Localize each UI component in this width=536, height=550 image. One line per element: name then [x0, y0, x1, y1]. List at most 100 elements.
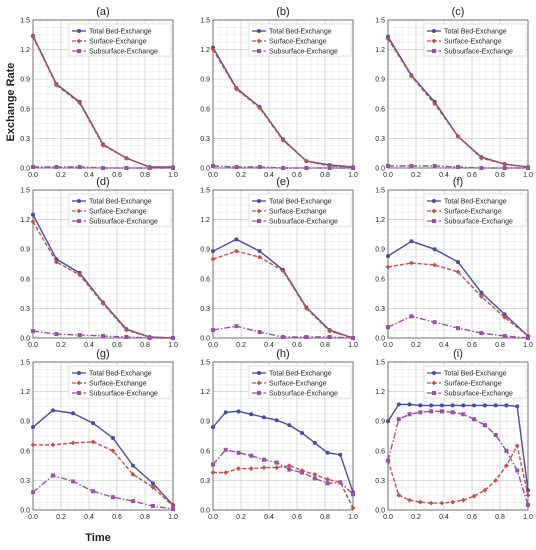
x-tick-label: 0.2: [411, 514, 421, 521]
data-point: [493, 433, 498, 438]
data-point: [408, 260, 414, 266]
data-point: [249, 412, 254, 417]
data-point: [90, 439, 96, 445]
x-tick-label: 0.2: [411, 342, 421, 349]
y-tick-label: 1.5: [200, 188, 210, 195]
data-point: [338, 480, 343, 485]
y-tick-label: 1.5: [200, 18, 210, 25]
data-point: [300, 431, 305, 436]
data-point: [408, 73, 414, 79]
chart-panel: (f) 0.0 0.2 0.4 0.6 0.8 1.0 0.0 0.3 0.6 0.9 1.2 1.5 T…: [375, 176, 533, 349]
data-point: [303, 158, 309, 164]
data-point: [432, 247, 437, 252]
chart-panel: (g) 0.0 0.2 0.4 0.6 0.8 1.0 0.0 0.3 0.6 0.9 1.2 1.5 T…: [20, 348, 178, 521]
legend-label: Subsurface-Exchange: [89, 391, 158, 398]
data-point: [71, 479, 76, 484]
x-tick-label: 0.4: [264, 514, 274, 521]
plot-frame: [32, 361, 174, 511]
data-point: [236, 450, 241, 455]
data-point: [493, 478, 499, 483]
x-tick-label: 0.6: [292, 172, 302, 179]
y-tick-label: 1.5: [375, 360, 385, 367]
data-point: [429, 403, 434, 408]
data-point: [30, 219, 36, 224]
data-point: [77, 100, 83, 106]
data-point: [101, 334, 105, 339]
data-point: [502, 314, 508, 320]
data-point: [502, 312, 507, 317]
plot-frame: [387, 189, 529, 339]
legend-label: Total Bed-Exchange: [89, 199, 152, 206]
legend-label: Surface-Exchange: [269, 209, 327, 216]
legend-label: Subsurface-Exchange: [269, 391, 338, 398]
data-point: [130, 499, 135, 504]
data-point: [455, 134, 461, 139]
data-point: [130, 472, 136, 477]
x-tick-label: 1.0: [348, 172, 358, 179]
data-point: [91, 489, 96, 494]
y-tick-label: 0.0: [20, 508, 30, 515]
data-point: [456, 326, 460, 331]
data-point: [514, 443, 520, 449]
x-tick-label: 0.4: [439, 342, 449, 349]
data-point: [502, 334, 507, 339]
data-point: [261, 457, 266, 462]
data-point: [409, 314, 414, 319]
x-tick-label: 1.0: [523, 172, 533, 179]
data-point: [351, 166, 355, 170]
legend-label: Total Bed-Exchange: [89, 29, 152, 36]
legend-label: Total Bed-Exchange: [444, 371, 507, 378]
y-tick-label: 0.3: [20, 136, 30, 143]
y-tick-label: 1.2: [375, 47, 385, 54]
data-point: [386, 325, 390, 330]
data-point: [327, 335, 332, 340]
panels-group: (a) 0.0 0.2 0.4 0.6 0.8 1.0 0.0 0.3 0.6 0.9 1.2 1.5 T…: [20, 6, 533, 521]
y-tick-label: 1.5: [375, 188, 385, 195]
data-point: [110, 495, 115, 500]
y-tick-label: 0.6: [20, 106, 30, 113]
y-tick-label: 0.0: [200, 336, 210, 343]
data-point: [54, 165, 59, 170]
legend-label: Total Bed-Exchange: [89, 371, 152, 378]
data-point: [211, 249, 215, 254]
data-point: [479, 166, 484, 170]
chart-panel: (a) 0.0 0.2 0.4 0.6 0.8 1.0 0.0 0.3 0.6 0.9 1.2 1.5 T…: [20, 6, 178, 179]
x-tick-label: 0.4: [439, 514, 449, 521]
data-point: [50, 442, 56, 448]
data-point: [233, 248, 239, 254]
x-tick-label: 0.0: [383, 172, 393, 179]
y-tick-label: 1.2: [375, 389, 385, 396]
data-point: [124, 166, 129, 170]
data-point: [147, 166, 152, 170]
data-point: [472, 403, 477, 408]
y-tick-label: 0.9: [20, 77, 30, 84]
x-tick-label: 0.2: [236, 342, 246, 349]
data-point: [280, 137, 286, 143]
data-point: [31, 425, 35, 430]
data-point: [526, 166, 530, 170]
data-point: [130, 463, 135, 468]
data-point: [211, 328, 215, 333]
data-point: [515, 468, 520, 473]
x-tick-label: 0.8: [140, 342, 150, 349]
data-point: [460, 497, 466, 503]
x-tick-label: 0.6: [112, 172, 122, 179]
y-tick-label: 0.3: [375, 136, 385, 143]
data-point: [303, 306, 309, 311]
legend-label: Total Bed-Exchange: [269, 199, 332, 206]
data-point: [350, 505, 356, 511]
data-point: [223, 410, 228, 415]
data-point: [274, 418, 279, 423]
data-point: [386, 458, 390, 463]
data-point: [479, 290, 484, 295]
series-line: [387, 410, 529, 506]
x-axis-label: Time: [85, 532, 110, 544]
y-tick-label: 0.0: [200, 166, 210, 173]
data-point: [409, 164, 414, 169]
data-point: [261, 465, 267, 470]
data-point: [274, 460, 279, 465]
y-tick-label: 0.0: [375, 336, 385, 343]
data-point: [210, 470, 216, 475]
chart-panel: (c) 0.0 0.2 0.4 0.6 0.8 1.0 0.0 0.3 0.6 0.9 1.2 1.5 T…: [375, 6, 533, 179]
data-point: [123, 155, 129, 161]
